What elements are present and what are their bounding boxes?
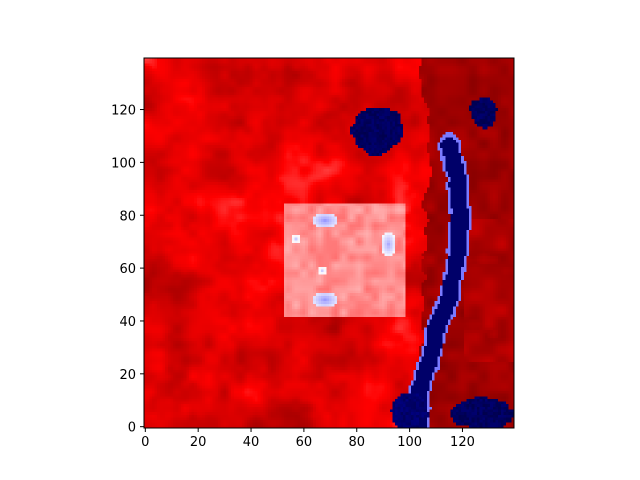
plot-area [143,57,515,429]
x-tick-label: 80 [348,435,365,450]
x-axis: 0 20 40 60 80 100 120 [141,428,475,450]
x-tick-label: 120 [450,435,475,450]
y-axis: 0 20 40 60 80 100 120 [111,104,144,436]
axes-frame [143,57,515,429]
y-tick-label: 100 [111,156,136,171]
x-tick-label: 40 [243,435,260,450]
x-tick-label: 20 [190,435,207,450]
x-tick-label: 60 [296,435,313,450]
x-tick-label: 0 [141,435,149,450]
heatmap-image-wrapper [144,58,514,428]
y-tick-label: 60 [119,262,136,277]
y-tick-label: 0 [128,421,136,436]
y-tick-label: 20 [119,368,136,383]
heatmap-image [144,58,514,428]
x-tick-label: 100 [397,435,422,450]
y-tick-label: 120 [111,104,136,119]
y-tick-label: 80 [119,209,136,224]
y-tick-label: 40 [119,315,136,330]
